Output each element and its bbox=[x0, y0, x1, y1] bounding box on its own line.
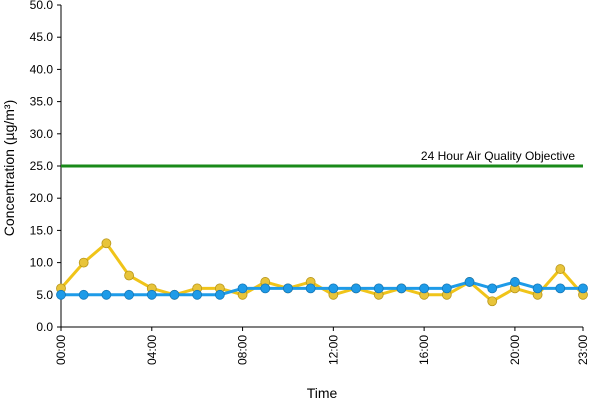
x-tick-label: 12:00 bbox=[326, 335, 340, 365]
data-point bbox=[396, 283, 407, 294]
data-point bbox=[328, 283, 339, 294]
data-point bbox=[464, 277, 475, 287]
y-tick-label: 15.0 bbox=[30, 223, 54, 237]
series-layer bbox=[56, 238, 588, 307]
data-point bbox=[305, 283, 316, 294]
y-tick-label: 10.0 bbox=[30, 256, 54, 270]
x-tick-label: 08:00 bbox=[236, 335, 250, 365]
y-tick-label: 20.0 bbox=[30, 191, 54, 205]
data-point bbox=[487, 283, 498, 294]
x-tick-label: 16:00 bbox=[417, 335, 431, 365]
data-point bbox=[351, 283, 361, 294]
data-point bbox=[124, 270, 134, 281]
data-point bbox=[101, 238, 112, 249]
data-point bbox=[146, 289, 157, 300]
data-point bbox=[510, 277, 520, 287]
data-point bbox=[555, 264, 566, 274]
y-tick-label: 30.0 bbox=[30, 127, 54, 141]
data-point bbox=[373, 283, 384, 294]
data-point bbox=[237, 283, 248, 294]
data-point bbox=[124, 289, 134, 300]
data-point bbox=[169, 289, 180, 300]
data-point bbox=[214, 289, 225, 300]
data-point bbox=[78, 289, 89, 300]
y-axis-title: Concentration (µg/m³) bbox=[1, 100, 17, 236]
x-tick-label: 00:00 bbox=[54, 335, 68, 365]
data-point bbox=[78, 257, 89, 268]
x-tick-label: 04:00 bbox=[145, 335, 159, 365]
data-point bbox=[101, 289, 112, 300]
data-point bbox=[532, 283, 543, 294]
y-tick-label: 50.0 bbox=[30, 0, 54, 12]
axes bbox=[57, 4, 584, 331]
x-axis-title: Time bbox=[307, 385, 338, 400]
data-point bbox=[487, 296, 498, 307]
data-point bbox=[56, 289, 66, 300]
y-tick-label: 35.0 bbox=[30, 95, 54, 109]
reference-line-group: 24 Hour Air Quality Objective bbox=[61, 149, 583, 168]
data-point bbox=[578, 283, 588, 294]
data-point bbox=[283, 283, 293, 294]
data-point bbox=[441, 283, 452, 294]
y-tick-label: 45.0 bbox=[30, 30, 54, 44]
data-point bbox=[192, 289, 203, 300]
y-tick-label: 40.0 bbox=[30, 62, 54, 76]
x-tick-label: 23:00 bbox=[576, 335, 590, 365]
x-tick-label: 20:00 bbox=[508, 335, 522, 365]
tick-labels: 0.0 5.0 10.0 15.0 20.0 25.0 30.0 35.0 40.0 45.0 50… bbox=[30, 0, 590, 365]
y-tick-label: 0.0 bbox=[36, 320, 53, 334]
series-2 bbox=[56, 277, 588, 300]
y-tick-label: 25.0 bbox=[30, 159, 54, 173]
series-line bbox=[59, 241, 585, 303]
data-point bbox=[555, 283, 566, 294]
data-point bbox=[419, 283, 430, 294]
reference-line-label: 24 Hour Air Quality Objective bbox=[421, 149, 575, 163]
y-tick-label: 5.0 bbox=[36, 288, 53, 302]
data-point bbox=[260, 283, 271, 294]
